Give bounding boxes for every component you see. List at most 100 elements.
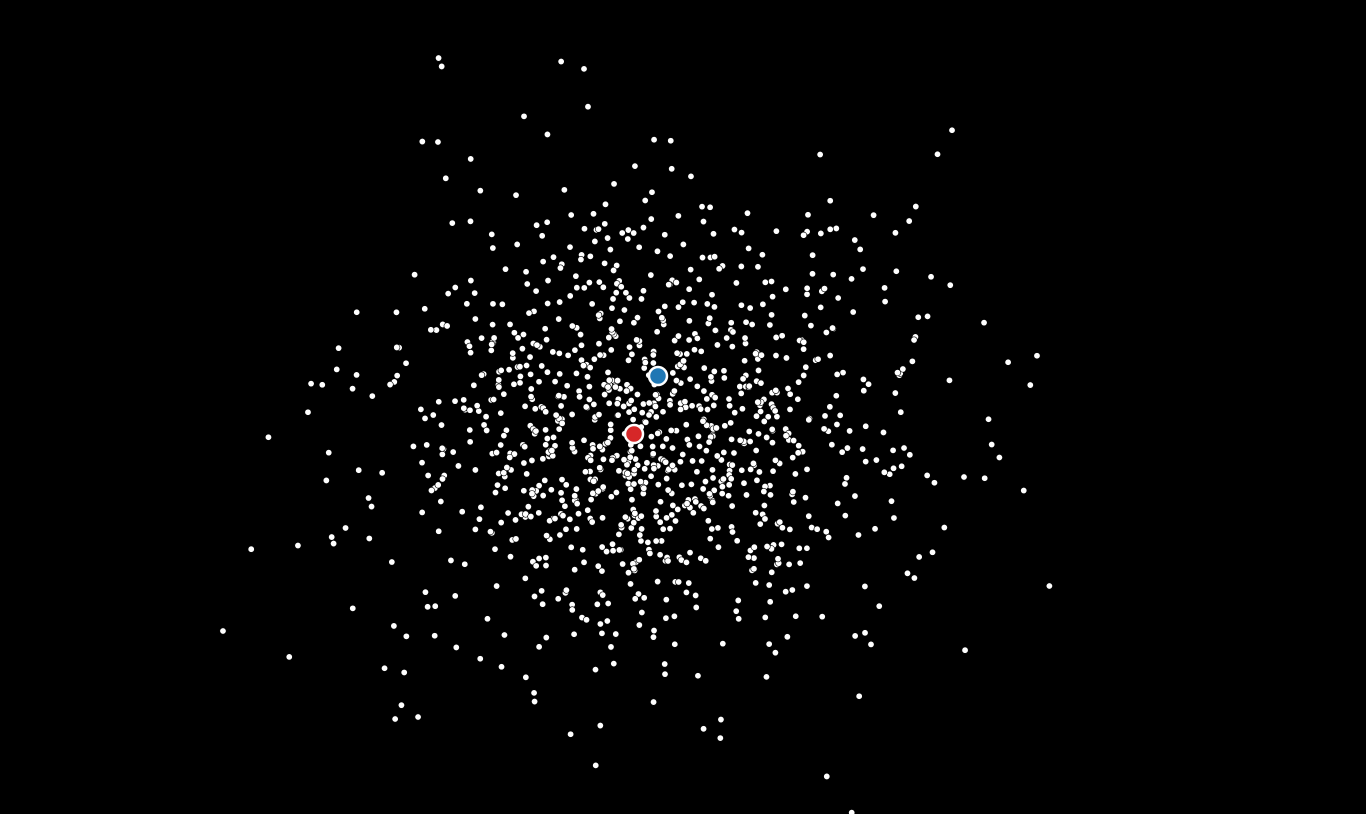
scatter-point xyxy=(698,458,704,464)
scatter-point xyxy=(536,555,542,561)
scatter-point xyxy=(862,458,868,464)
scatter-point xyxy=(507,553,513,559)
scatter-point xyxy=(752,350,758,356)
scatter-point xyxy=(653,414,659,420)
scatter-point xyxy=(753,413,759,419)
scatter-point xyxy=(947,282,953,288)
scatter-point xyxy=(627,454,633,460)
scatter-point xyxy=(892,230,898,236)
scatter-point xyxy=(605,600,611,606)
scatter-point xyxy=(682,398,688,404)
scatter-point xyxy=(533,563,539,569)
scatter-point xyxy=(662,661,668,667)
scatter-point xyxy=(735,616,741,622)
scatter-point xyxy=(753,447,759,453)
scatter-point xyxy=(428,327,434,333)
scatter-point xyxy=(610,547,616,553)
scatter-point xyxy=(675,304,681,310)
scatter-point xyxy=(550,254,556,260)
scatter-point xyxy=(629,351,635,357)
scatter-point xyxy=(804,285,810,291)
scatter-point xyxy=(636,244,642,250)
scatter-point xyxy=(631,467,637,473)
scatter-point xyxy=(760,301,766,307)
scatter-point xyxy=(873,457,879,463)
scatter-point xyxy=(734,538,740,544)
scatter-point xyxy=(632,163,638,169)
scatter-point xyxy=(643,419,649,425)
scatter-point xyxy=(559,476,565,482)
scatter-point xyxy=(562,503,568,509)
scatter-point xyxy=(353,372,359,378)
scatter-point xyxy=(549,447,555,453)
scatter-point xyxy=(962,647,968,653)
scatter-point xyxy=(449,220,455,226)
scatter-point xyxy=(534,342,540,348)
scatter-point xyxy=(616,531,622,537)
scatter-point xyxy=(600,592,606,598)
scatter-point xyxy=(651,627,657,633)
scatter-point xyxy=(592,238,598,244)
scatter-point xyxy=(419,138,425,144)
scatter-point xyxy=(494,482,500,488)
scatter-point xyxy=(675,506,681,512)
scatter-point xyxy=(985,416,991,422)
scatter-point xyxy=(800,372,806,378)
scatter-point xyxy=(830,271,836,277)
scatter-point xyxy=(538,588,544,594)
scatter-point xyxy=(747,466,753,472)
scatter-point xyxy=(587,253,593,259)
scatter-point xyxy=(806,513,812,519)
scatter-point xyxy=(468,277,474,283)
scatter-point xyxy=(326,449,332,455)
scatter-point xyxy=(613,289,619,295)
scatter-point xyxy=(707,315,713,321)
scatter-point xyxy=(401,669,407,675)
scatter-point xyxy=(625,569,631,575)
scatter-point xyxy=(726,482,732,488)
scatter-point xyxy=(722,423,728,429)
scatter-point xyxy=(542,442,548,448)
scatter-point xyxy=(894,369,900,375)
scatter-point xyxy=(713,425,719,431)
scatter-point xyxy=(424,442,430,448)
scatter-point xyxy=(464,301,470,307)
scatter-point xyxy=(699,203,705,209)
scatter-point xyxy=(773,387,779,393)
scatter-point xyxy=(557,265,563,271)
scatter-point xyxy=(636,557,642,563)
scatter-point xyxy=(696,443,702,449)
scatter-point xyxy=(448,557,454,563)
scatter-point xyxy=(693,499,699,505)
scatter-point xyxy=(591,356,597,362)
scatter-point xyxy=(450,449,456,455)
scatter-point xyxy=(738,390,744,396)
scatter-point xyxy=(521,113,527,119)
scatter-point xyxy=(663,459,669,465)
scatter-point xyxy=(622,514,628,520)
scatter-point xyxy=(590,211,596,217)
scatter-point xyxy=(762,516,768,522)
scatter-point xyxy=(767,599,773,605)
scatter-point xyxy=(797,560,803,566)
scatter-point xyxy=(795,450,801,456)
scatter-point xyxy=(350,605,356,611)
scatter-point xyxy=(749,321,755,327)
scatter-point xyxy=(665,487,671,493)
scatter-point xyxy=(652,403,658,409)
scatter-point xyxy=(513,536,519,542)
scatter-point xyxy=(594,601,600,607)
scatter-point xyxy=(539,233,545,239)
scatter-point xyxy=(1034,353,1040,359)
scatter-point xyxy=(567,244,573,250)
scatter-point xyxy=(589,301,595,307)
scatter-point xyxy=(468,156,474,162)
scatter-point xyxy=(642,197,648,203)
scatter-point xyxy=(694,383,700,389)
scatter-point xyxy=(787,391,793,397)
scatter-point xyxy=(691,347,697,353)
scatter-point xyxy=(738,263,744,269)
scatter-point xyxy=(611,660,617,666)
scatter-point xyxy=(827,404,833,410)
scatter-point xyxy=(472,316,478,322)
